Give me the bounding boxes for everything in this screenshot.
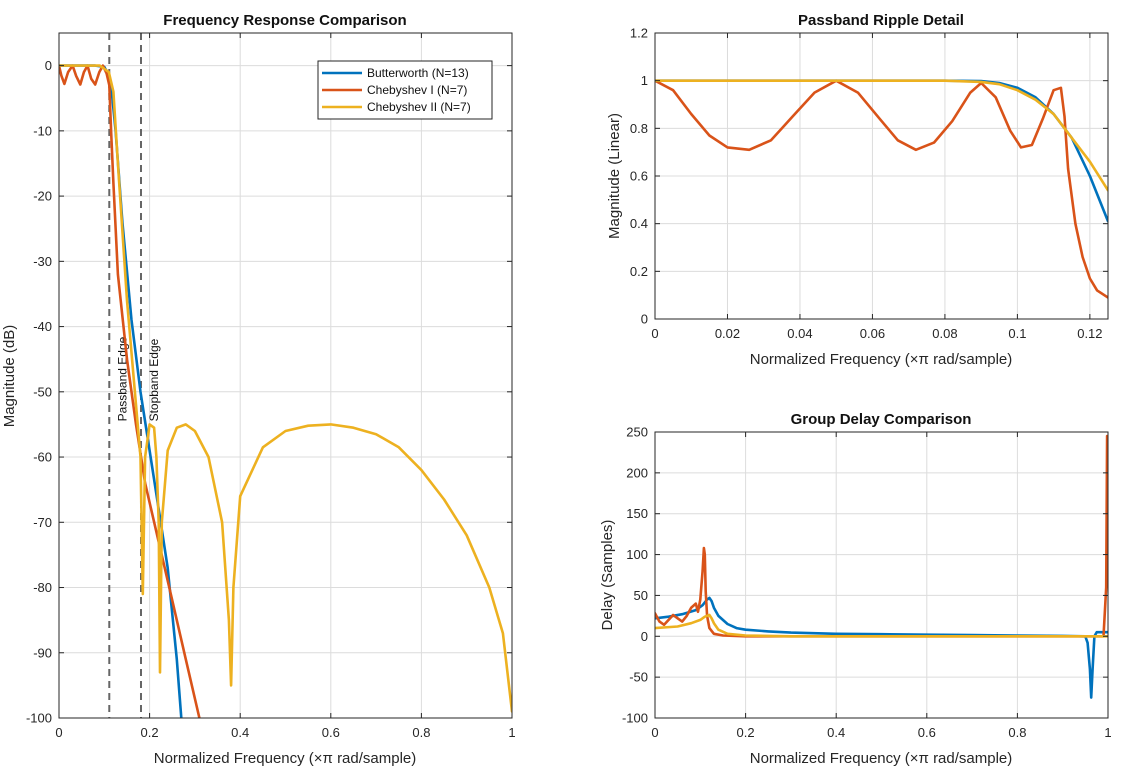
ripple-xtick-label-1: 0.02 [715,326,740,341]
freq-ytick-label-2: -20 [33,189,52,204]
ripple-ytick-label-6: 1.2 [630,26,648,41]
delay-xtick-label-0: 0 [651,725,658,740]
freq-ytick-label-10: -100 [26,711,52,726]
delay-axes-frame [654,431,1109,719]
freq-xtick-label-2: 0.4 [231,725,249,740]
delay-ytick-label-3: 50 [634,588,648,603]
ripple-series-chebyshev-ii-n-7 [655,79,1108,192]
delay-series-group [655,434,1108,699]
passband-ripple-axes: Passband Ripple Detail Normalized Freque… [606,12,1109,368]
freq-series-chebyshev-ii-n-7 [59,64,512,713]
ripple-xtick-label-6: 0.12 [1077,326,1102,341]
freq-ytick-label-7: -70 [33,515,52,530]
delay-ytick-label-5: 150 [626,506,648,521]
legend: Butterworth (N=13) Chebyshev I (N=7) Cheby… [317,60,493,120]
delay-series-chebyshev-ii-n-7 [655,613,1108,638]
ripple-ytick-label-1: 0.2 [630,264,648,279]
frequency-response-title: Frequency Response Comparison [163,12,406,29]
group-delay-axes: Group Delay Comparison Normalized Freque… [599,411,1112,767]
passband-ripple-title: Passband Ripple Detail [798,12,964,29]
passband-ripple-xlabel: Normalized Frequency (×π rad/sample) [750,351,1013,368]
freq-ytick-label-6: -60 [33,450,52,465]
delay-ytick-label-1: -50 [629,670,648,685]
delay-ytick-label-4: 100 [626,547,648,562]
group-delay-xlabel: Normalized Frequency (×π rad/sample) [750,750,1013,767]
delay-xtick-label-5: 1 [1104,725,1111,740]
frequency-response-xlabel: Normalized Frequency (×π rad/sample) [154,750,417,767]
ripple-ytick-label-5: 1 [641,73,648,88]
delay-xtick-label-3: 0.6 [918,725,936,740]
freq-xtick-label-1: 0.2 [141,725,159,740]
freq-ytick-label-5: -50 [33,384,52,399]
freq-ytick-label-9: -90 [33,645,52,660]
freq-axes-frame [58,32,513,719]
ripple-series-group [655,79,1108,299]
group-delay-ylabel: Delay (Samples) [599,520,616,631]
stopband-edge-label: Stopband Edge [147,338,161,421]
ripple-ytick-label-4: 0.8 [630,121,648,136]
ripple-axes-frame [654,32,1109,320]
delay-ytick-label-0: -100 [622,711,648,726]
group-delay-title: Group Delay Comparison [791,411,972,428]
ripple-series-chebyshev-i-n-7 [655,79,1108,299]
ripple-xtick-label-3: 0.06 [860,326,885,341]
passband-ripple-ylabel: Magnitude (Linear) [606,113,623,239]
legend-label-chebyshev-ii-n-7: Chebyshev II (N=7) [367,100,471,114]
ripple-xtick-label-0: 0 [651,326,658,341]
delay-plot-area [655,432,1108,718]
ripple-ytick-label-0: 0 [641,312,648,327]
freq-ytick-label-3: -30 [33,254,52,269]
freq-xtick-label-4: 0.8 [412,725,430,740]
freq-ytick-label-4: -40 [33,319,52,334]
delay-xtick-label-1: 0.2 [737,725,755,740]
freq-series-group [59,64,512,718]
ripple-xtick-label-4: 0.08 [932,326,957,341]
delay-xtick-label-4: 0.8 [1008,725,1026,740]
freq-ytick-label-1: -10 [33,123,52,138]
ripple-xtick-label-2: 0.04 [787,326,812,341]
delay-xtick-label-2: 0.4 [827,725,845,740]
freq-xtick-label-3: 0.6 [322,725,340,740]
freq-ytick-label-8: -80 [33,580,52,595]
ripple-ytick-label-2: 0.4 [630,216,648,231]
delay-ytick-label-7: 250 [626,425,648,440]
freq-xtick-label-0: 0 [55,725,62,740]
ripple-ytick-label-3: 0.6 [630,169,648,184]
freq-xtick-label-5: 1 [508,725,515,740]
legend-label-butterworth-n-13: Butterworth (N=13) [367,66,469,80]
ripple-xtick-label-5: 0.1 [1008,326,1026,341]
frequency-response-ylabel: Magnitude (dB) [1,325,18,428]
legend-label-chebyshev-i-n-7: Chebyshev I (N=7) [367,83,467,97]
freq-ytick-label-0: 0 [45,58,52,73]
delay-ytick-label-6: 200 [626,465,648,480]
delay-ytick-label-2: 0 [641,629,648,644]
frequency-response-axes: Frequency Response Comparison Normalized… [1,12,516,767]
